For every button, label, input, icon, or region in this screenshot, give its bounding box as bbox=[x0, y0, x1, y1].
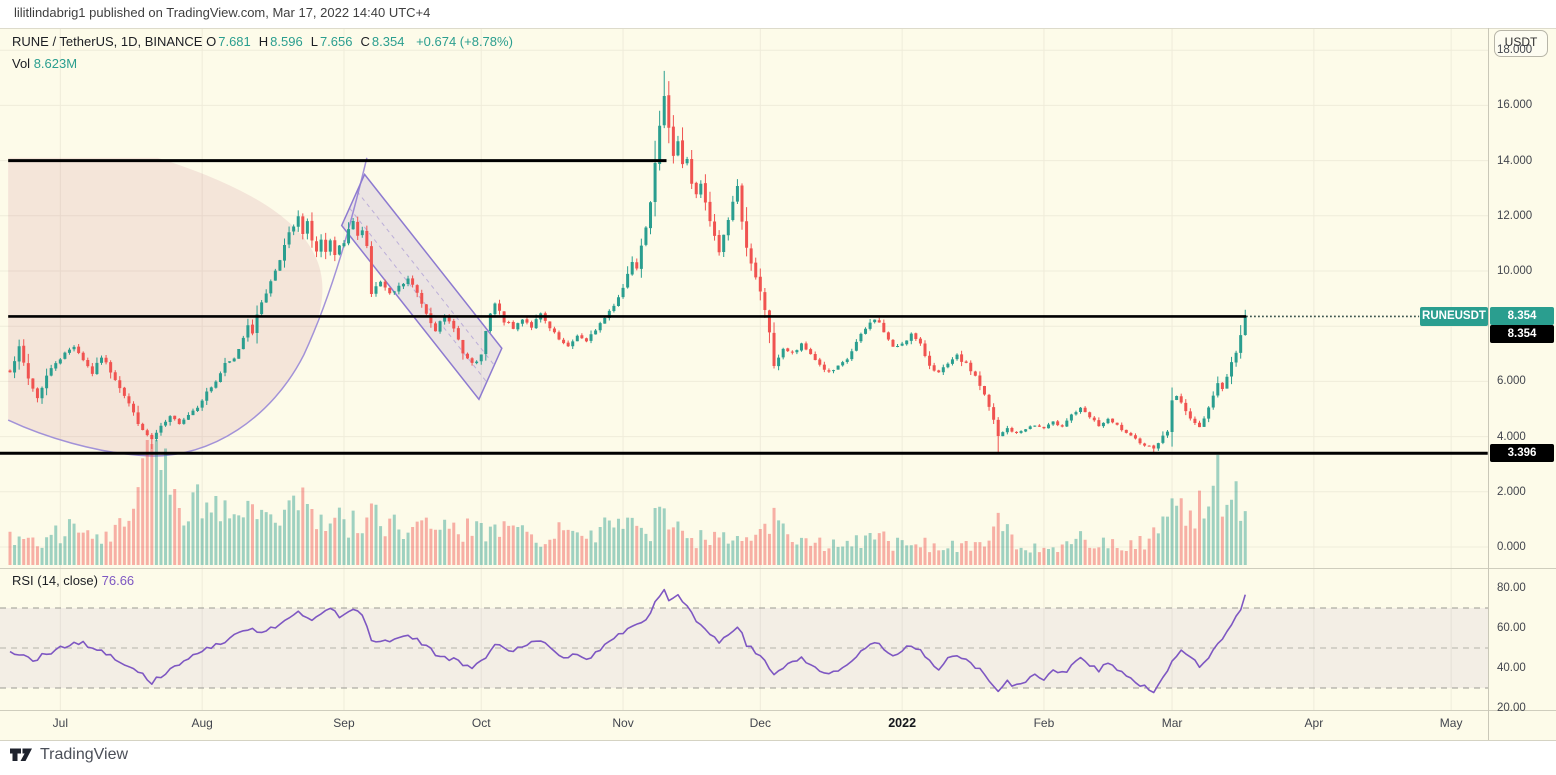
time-axis-label: Jul bbox=[52, 716, 68, 730]
volume-legend[interactable]: Vol 8.623M bbox=[12, 56, 77, 71]
time-axis-label: Dec bbox=[749, 716, 771, 730]
rsi-params: (14, close) bbox=[37, 573, 98, 588]
price-tick-label: 2.000 bbox=[1497, 485, 1526, 498]
rsi-tick-label: 40.00 bbox=[1497, 662, 1526, 674]
price-tick-label: 12.000 bbox=[1497, 209, 1533, 222]
price-tick-label: 6.000 bbox=[1497, 375, 1526, 388]
rsi-label: RSI bbox=[12, 573, 34, 588]
time-axis-label: May bbox=[1439, 716, 1463, 730]
rsi-legend[interactable]: RSI (14, close) 76.66 bbox=[12, 573, 134, 588]
rsi-value: 76.66 bbox=[101, 573, 135, 588]
price-tick-label: 16.000 bbox=[1497, 99, 1533, 112]
last-price-symbol-tag: RUNEUSDT bbox=[1420, 306, 1488, 326]
rsi-line bbox=[9, 588, 1247, 694]
last-price-axis-tag: 8.354 bbox=[1490, 307, 1554, 326]
symbol-legend[interactable]: RUNE / TetherUS, 1D, BINANCE O 7.681 H 8.59… bbox=[12, 34, 513, 49]
flag-pattern-drawing[interactable] bbox=[340, 172, 503, 401]
rsi-tick-label: 20.00 bbox=[1497, 702, 1526, 714]
tradingview-logo-icon bbox=[10, 748, 32, 761]
time-axis-label: Sep bbox=[333, 716, 355, 730]
volume-label: Vol bbox=[12, 56, 31, 71]
ohlc-values: O 7.681 H 8.596 L 7.656 C 8.354 bbox=[206, 34, 412, 49]
price-tick-label: 14.000 bbox=[1497, 154, 1533, 167]
ohlc-item: H 8.596 bbox=[258, 34, 303, 49]
time-axis-label: Mar bbox=[1161, 716, 1183, 730]
time-axis-label: Feb bbox=[1033, 716, 1055, 730]
symbol-title[interactable]: RUNE / TetherUS, 1D, BINANCE bbox=[12, 34, 203, 49]
ohlc-item: L 7.656 bbox=[310, 34, 353, 49]
tradingview-logo-text: TradingView bbox=[40, 745, 129, 763]
rsi-tick-label: 60.00 bbox=[1497, 622, 1526, 634]
price-tick-label: 18.000 bbox=[1497, 44, 1533, 57]
currency-toggle-button[interactable]: USDT bbox=[1494, 30, 1548, 57]
time-axis-label: 2022 bbox=[888, 716, 917, 730]
price-tick-label: 10.000 bbox=[1497, 265, 1533, 277]
volume-bars bbox=[8, 440, 1247, 565]
horizontal-level-lines[interactable] bbox=[0, 159, 1488, 455]
tradingview-footer[interactable]: TradingView bbox=[10, 745, 128, 764]
grid-lines bbox=[0, 29, 1488, 710]
line-price-tag-8354: 8.354 bbox=[1490, 325, 1554, 344]
rsi-tick-label: 80.00 bbox=[1497, 582, 1526, 594]
change-value: +0.674 (+8.78%) bbox=[416, 34, 513, 49]
rsi-band bbox=[0, 607, 1488, 689]
time-axis-label: Oct bbox=[471, 716, 491, 730]
price-tick-label: 4.000 bbox=[1497, 430, 1526, 443]
time-axis-label: Aug bbox=[191, 716, 213, 730]
price-tick-label: 0.000 bbox=[1497, 541, 1526, 553]
ohlc-item: C 8.354 bbox=[360, 34, 405, 49]
line-price-tag-3396: 3.396 bbox=[1490, 444, 1554, 463]
chart-background bbox=[0, 28, 1556, 741]
volume-value: 8.623M bbox=[33, 56, 78, 71]
ohlc-item: O 7.681 bbox=[206, 34, 251, 49]
candlesticks bbox=[8, 70, 1247, 455]
time-axis-label: Apr bbox=[1304, 716, 1324, 730]
cup-pattern-drawing[interactable] bbox=[7, 157, 368, 457]
pane-separators bbox=[0, 28, 1556, 741]
attribution-text[interactable]: lilitlindabrig1 published on TradingView… bbox=[14, 5, 431, 20]
time-axis-label: Nov bbox=[612, 716, 634, 730]
